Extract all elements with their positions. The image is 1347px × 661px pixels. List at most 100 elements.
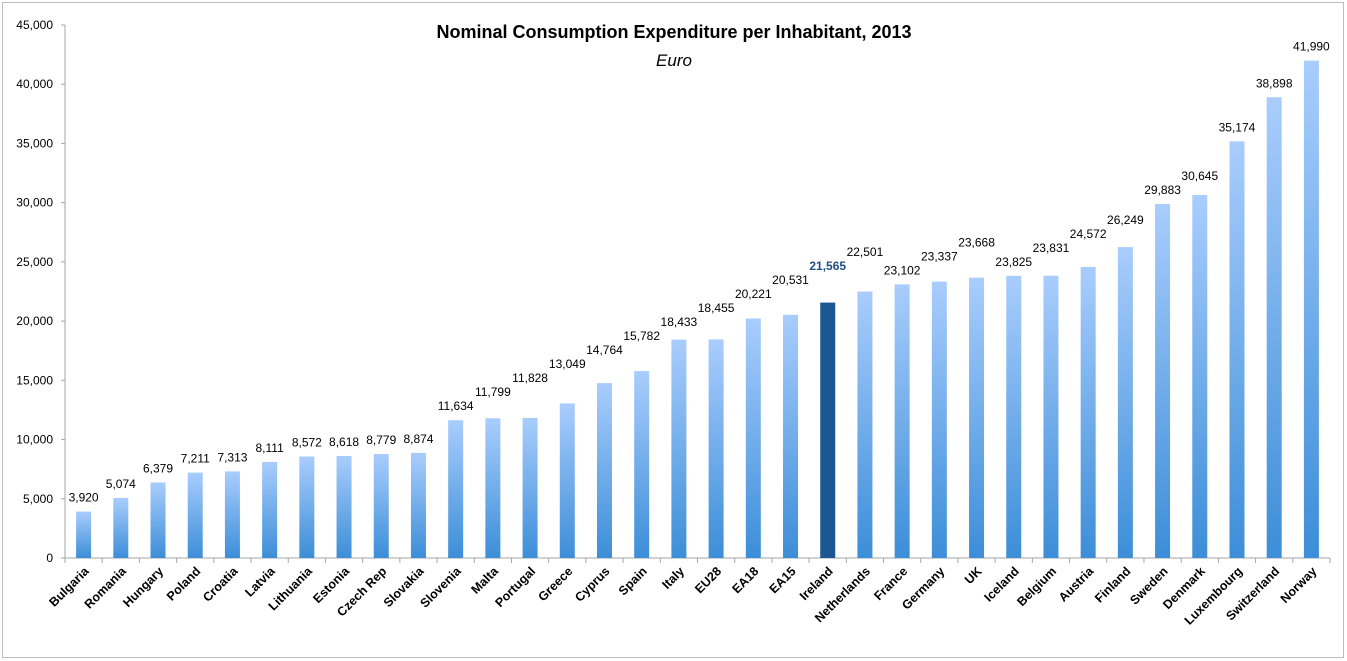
bar-sweden: [1155, 204, 1171, 558]
bar-bulgaria: [76, 511, 92, 558]
data-label: 11,799: [475, 385, 511, 399]
bar-switzerland: [1266, 97, 1282, 558]
bar-netherlands: [857, 291, 873, 558]
bar-france: [894, 284, 910, 558]
data-label: 8,111: [256, 441, 285, 455]
y-tick-label: 30,000: [16, 196, 53, 210]
bar-austria: [1080, 266, 1096, 558]
bar-spain: [634, 371, 650, 558]
data-label: 6,379: [143, 461, 173, 475]
data-label: 21,565: [809, 259, 846, 273]
x-tick-label: Italy: [659, 564, 687, 592]
x-tick-label: Finland: [1092, 564, 1133, 605]
data-label: 30,645: [1181, 169, 1218, 183]
bar-czech-rep: [373, 454, 389, 558]
bar-finland: [1117, 247, 1133, 558]
bar-hungary: [150, 482, 166, 558]
bar-belgium: [1043, 275, 1059, 558]
y-tick-label: 25,000: [16, 255, 53, 269]
data-label: 7,313: [217, 450, 247, 464]
bar-malta: [485, 418, 501, 558]
data-label: 13,049: [549, 357, 586, 371]
x-tick-label: Hungary: [120, 564, 166, 610]
bar-slovenia: [448, 420, 464, 558]
bar-germany: [931, 281, 947, 558]
data-label: 20,221: [735, 287, 772, 301]
x-tick-label: Greece: [536, 564, 576, 604]
data-label: 23,102: [884, 263, 921, 277]
x-tick-label: Belgium: [1014, 564, 1059, 609]
data-label: 20,531: [772, 273, 809, 287]
bar-latvia: [262, 461, 278, 558]
bar-luxembourg: [1229, 141, 1245, 558]
data-label: 8,572: [292, 435, 322, 449]
x-tick-label: Portugal: [492, 564, 538, 610]
chart-title: Nominal Consumption Expenditure per Inha…: [436, 22, 911, 42]
x-tick-label: Slovenia: [418, 563, 465, 610]
data-label: 29,883: [1144, 183, 1181, 197]
x-tick-label: Latvia: [242, 563, 278, 599]
y-tick-label: 20,000: [16, 314, 53, 328]
bar-greece: [559, 403, 575, 558]
bar-romania: [113, 497, 129, 558]
data-label: 23,337: [921, 249, 958, 263]
bar-poland: [187, 472, 203, 558]
bar-norway: [1303, 60, 1319, 558]
bars: [76, 60, 1319, 559]
x-tick-label: Croatia: [200, 563, 241, 604]
bar-eu28: [708, 339, 724, 558]
data-label: 11,634: [438, 399, 474, 413]
y-tick-label: 35,000: [16, 136, 53, 150]
bar-slovakia: [410, 452, 426, 558]
data-label: 8,874: [403, 432, 433, 446]
data-label: 24,572: [1070, 227, 1107, 241]
bar-ea18: [745, 318, 761, 558]
y-tick-label: 45,000: [16, 18, 53, 32]
bar-estonia: [336, 455, 352, 558]
x-tick-label: UK: [962, 564, 985, 587]
bar-ea15: [783, 314, 799, 558]
bar-denmark: [1192, 195, 1208, 559]
data-labels: 3,920 5,074 6,379 7,211 7,313 8,111 8,572 8,618…: [69, 40, 1330, 505]
data-label: 26,249: [1107, 213, 1144, 227]
data-label: 14,764: [586, 343, 623, 357]
y-tick-label: 0: [46, 551, 53, 565]
x-tick-label: Poland: [164, 564, 203, 603]
data-label: 8,618: [329, 435, 359, 449]
y-axis: 0 5,000 10,000 15,000 20,000 25,000 30,000 35,0…: [16, 18, 66, 565]
bar-lithuania: [299, 456, 315, 558]
data-label: 11,828: [512, 371, 548, 385]
data-label: 22,501: [847, 245, 884, 259]
data-label: 41,990: [1293, 40, 1330, 54]
y-tick-label: 15,000: [16, 373, 53, 387]
data-label: 3,920: [69, 491, 99, 505]
data-label: 7,211: [181, 452, 210, 466]
bar-iceland: [1006, 275, 1022, 558]
data-label: 18,433: [661, 315, 698, 329]
x-tick-label: Romania: [82, 563, 130, 611]
data-label: 23,825: [995, 255, 1032, 269]
bar-cyprus: [596, 383, 612, 558]
x-tick-label: EA18: [729, 564, 761, 596]
data-label: 18,455: [698, 301, 735, 315]
data-label: 35,174: [1219, 120, 1256, 134]
x-tick-label: Austria: [1056, 563, 1097, 604]
x-tick-label: Malta: [468, 563, 501, 596]
y-tick-label: 40,000: [16, 77, 53, 91]
x-tick-label: Cyprus: [572, 564, 612, 604]
data-label: 5,074: [106, 477, 136, 491]
y-tick-label: 10,000: [16, 433, 53, 447]
chart-subtitle: Euro: [656, 51, 692, 70]
bar-ireland: [820, 302, 836, 558]
data-label: 23,831: [1033, 241, 1070, 255]
data-label: 23,668: [958, 235, 995, 249]
data-label: 15,782: [623, 329, 660, 343]
bar-portugal: [522, 417, 538, 558]
bar-croatia: [224, 471, 240, 558]
data-label: 38,898: [1256, 76, 1293, 90]
x-tick-label: EA15: [767, 564, 799, 596]
x-axis: [64, 557, 1331, 563]
